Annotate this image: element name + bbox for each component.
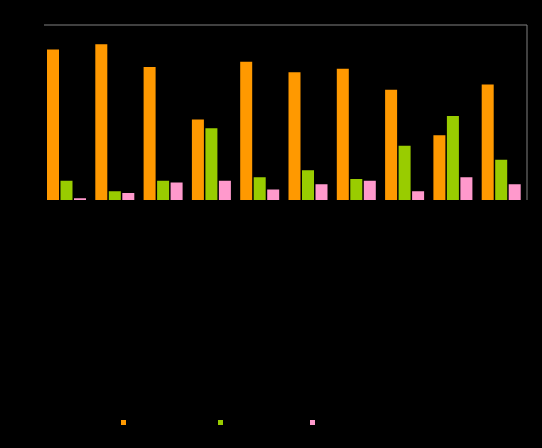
bar-series-2-group-3 [157,180,170,200]
bar-series-2-group-8 [398,145,411,200]
bar-series-1-group-5 [240,61,253,200]
bar-series-1-group-10 [481,84,494,200]
plot-frame [44,24,528,200]
bar-series-1-group-6 [288,72,301,200]
bar-series-2-group-6 [302,170,314,200]
bar-series-3-group-9 [460,177,473,200]
bar-series-2-group-4 [205,128,218,200]
legend [121,420,315,425]
bar-series-2-group-1 [60,180,73,200]
bar-series-2-group-7 [350,179,363,200]
bar-series-1-group-4 [191,119,204,200]
bar-series-3-group-3 [170,182,183,200]
bars-layer [47,44,521,200]
bar-series-1-group-8 [385,89,398,200]
bar-series-2-group-10 [495,159,508,200]
bar-series-1-group-7 [336,68,349,200]
bar-series-1-group-3 [143,67,156,200]
bar-series-3-group-1 [74,198,86,200]
legend-swatch-series-1 [121,420,126,425]
bar-series-3-group-6 [315,184,328,200]
legend-swatch-series-3 [310,420,315,425]
bar-series-1-group-1 [47,49,59,200]
bar-series-2-group-9 [446,116,459,200]
bar-series-3-group-5 [267,189,280,200]
legend-swatch-series-2 [218,420,223,425]
bar-series-3-group-4 [218,180,231,200]
bar-series-2-group-5 [253,177,266,200]
bar-series-1-group-2 [95,44,108,200]
bar-series-3-group-2 [122,193,135,200]
bar-series-2-group-2 [108,191,121,200]
bar-series-3-group-7 [363,180,376,200]
bar-series-1-group-9 [433,135,446,200]
bar-series-3-group-10 [508,184,521,200]
bar-series-3-group-8 [412,191,425,200]
